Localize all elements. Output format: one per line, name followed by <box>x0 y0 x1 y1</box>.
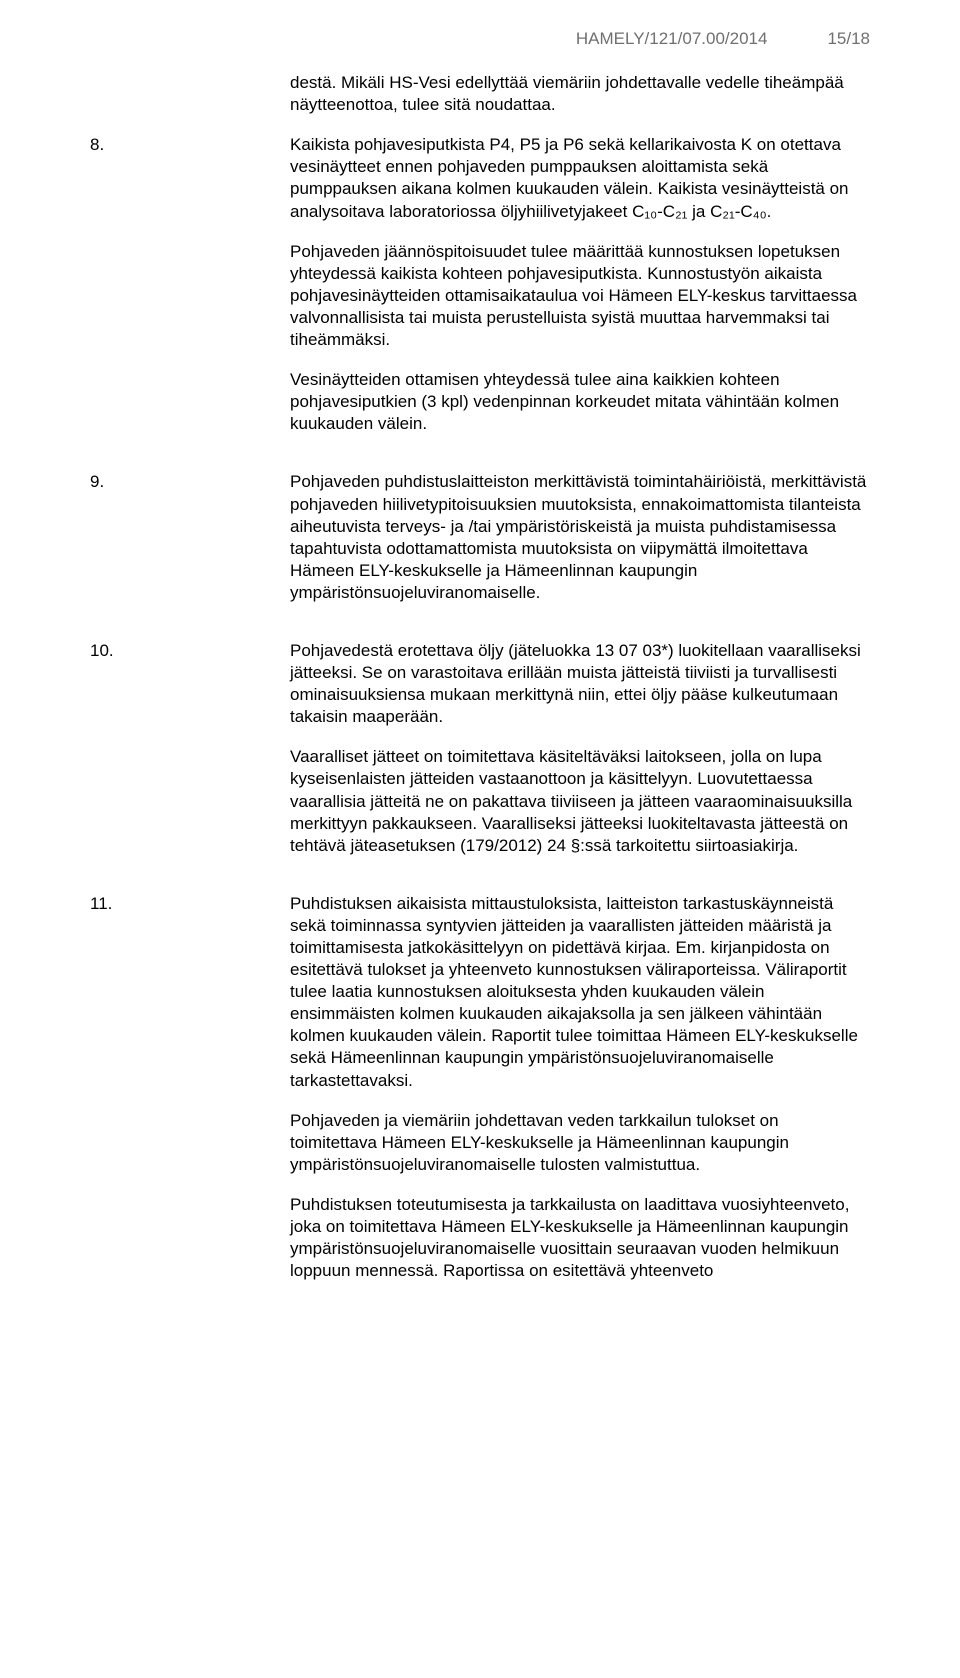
intro-continuation: destä. Mikäli HS-Vesi edellyttää viemäri… <box>290 72 870 116</box>
item-text: Kaikista pohjavesiputkista P4, P5 ja P6 … <box>290 134 870 453</box>
paragraph: Vesinäytteiden ottamisen yhteydessä tule… <box>290 369 870 435</box>
paragraph: Puhdistuksen aikaisista mittaustuloksist… <box>290 893 870 1092</box>
document-page: HAMELY/121/07.00/2014 15/18 destä. Mikäl… <box>0 0 960 1678</box>
page-number: 15/18 <box>827 28 870 50</box>
item-text: Puhdistuksen aikaisista mittaustuloksist… <box>290 893 870 1301</box>
item-text: Pohjavedestä erotettava öljy (jäteluokka… <box>290 640 870 875</box>
paragraph: Pohjaveden ja viemäriin johdettavan vede… <box>290 1110 870 1176</box>
item-11: 11. Puhdistuksen aikaisista mittaustulok… <box>90 893 870 1301</box>
item-8: 8. Kaikista pohjavesiputkista P4, P5 ja … <box>90 134 870 453</box>
page-header: HAMELY/121/07.00/2014 15/18 <box>90 28 870 50</box>
doc-reference: HAMELY/121/07.00/2014 <box>576 28 768 50</box>
paragraph: Pohjaveden puhdistuslaitteiston merkittä… <box>290 471 870 604</box>
item-text: Pohjaveden puhdistuslaitteiston merkittä… <box>290 471 870 622</box>
item-number: 9. <box>90 471 290 622</box>
paragraph: Pohjavedestä erotettava öljy (jäteluokka… <box>290 640 870 728</box>
item-number: 10. <box>90 640 290 875</box>
item-number: 11. <box>90 893 290 1301</box>
item-number: 8. <box>90 134 290 453</box>
item-9: 9. Pohjaveden puhdistuslaitteiston merki… <box>90 471 870 622</box>
item-10: 10. Pohjavedestä erotettava öljy (jätelu… <box>90 640 870 875</box>
paragraph: Kaikista pohjavesiputkista P4, P5 ja P6 … <box>290 134 870 222</box>
paragraph: Puhdistuksen toteutumisesta ja tarkkailu… <box>290 1194 870 1282</box>
paragraph: Pohjaveden jäännöspitoisuudet tulee määr… <box>290 241 870 351</box>
paragraph: Vaaralliset jätteet on toimitettava käsi… <box>290 746 870 856</box>
